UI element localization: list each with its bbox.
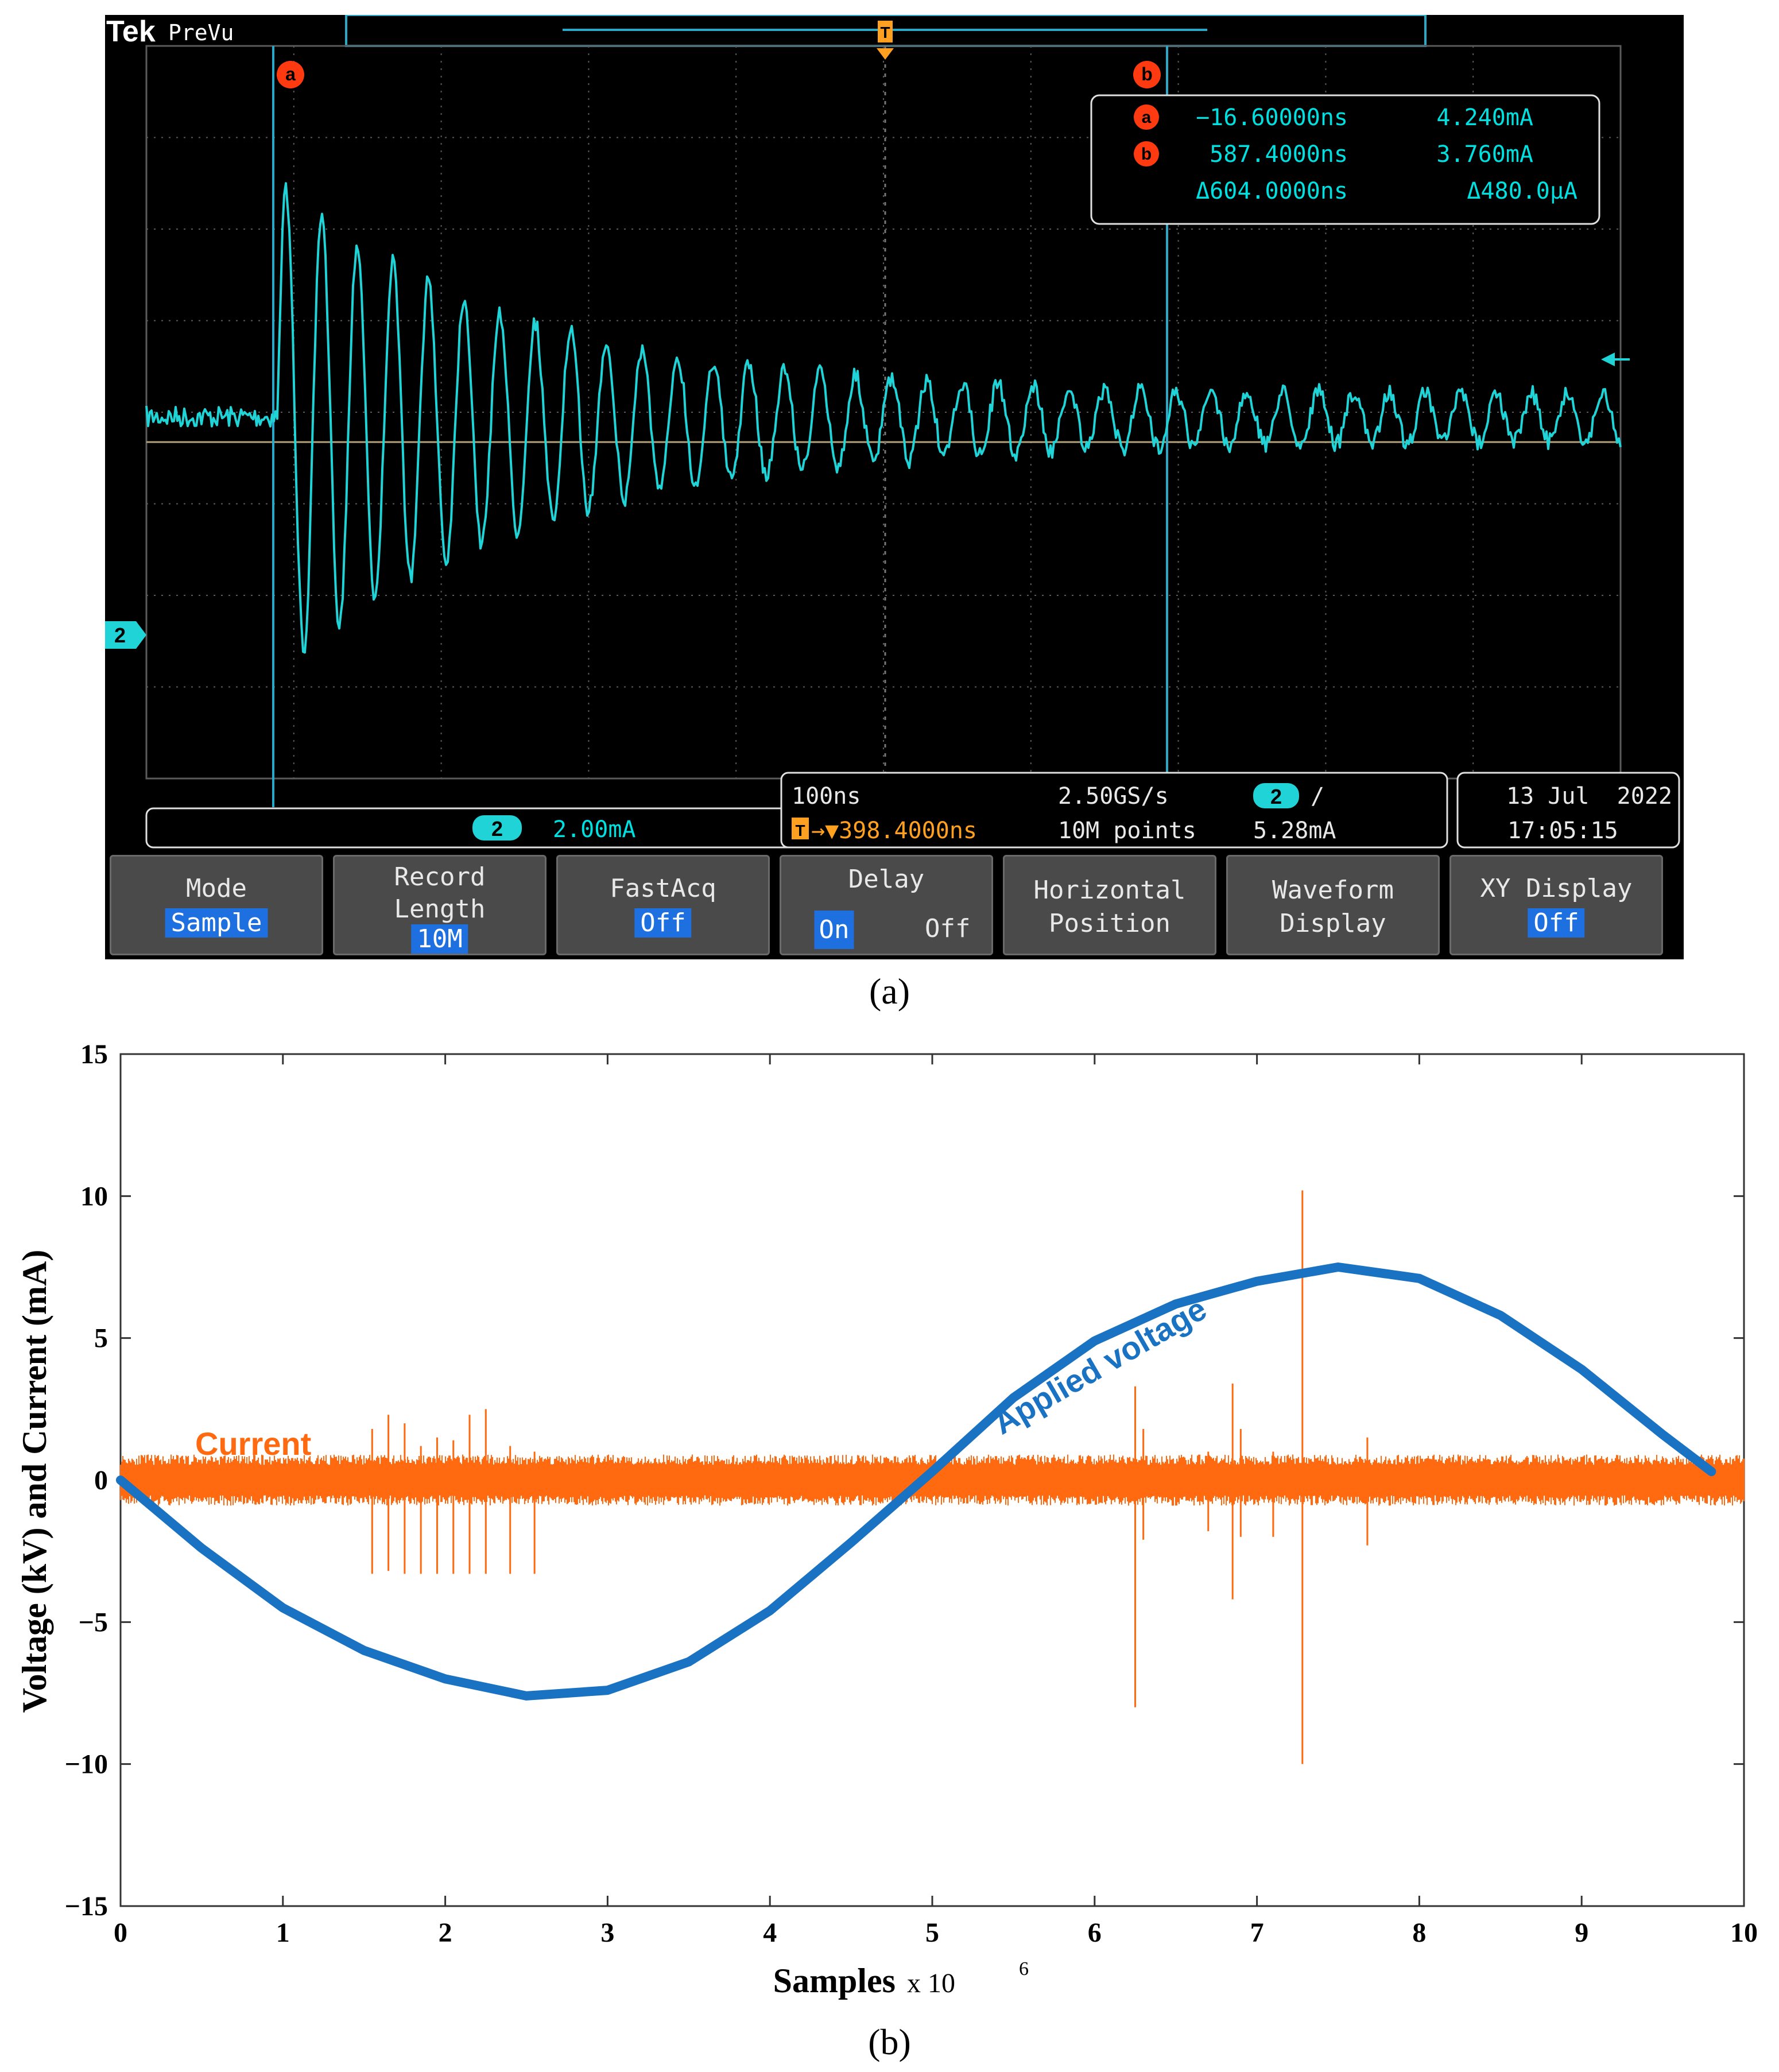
channel-scale-value: 2.00mA xyxy=(553,816,636,843)
caption-b: (b) xyxy=(868,2021,911,2062)
readout-b-time: 587.4000ns xyxy=(1210,141,1348,168)
x-axis-exponent: 6 xyxy=(1019,1958,1029,1980)
delay-off-value: Off xyxy=(925,914,971,943)
mode-label: PreVu xyxy=(168,20,234,45)
readout-delta-time: Δ604.0000ns xyxy=(1196,178,1348,204)
readout-a-marker-icon xyxy=(1134,104,1159,130)
date-time-box xyxy=(1456,772,1680,849)
x-tick-label: 10 xyxy=(1730,1918,1758,1948)
horizontal-position-label: Horizontal Position xyxy=(1033,876,1186,938)
waveform-display-label: Waveform Display xyxy=(1272,876,1394,938)
trigger-arrow-icon xyxy=(877,48,894,60)
readout-a-label: a xyxy=(1142,108,1152,127)
y-tick-label: −5 xyxy=(79,1607,108,1637)
x-tick-label: 1 xyxy=(276,1918,290,1948)
y-tick-label: −15 xyxy=(65,1891,108,1922)
x-tick-label: 3 xyxy=(600,1918,614,1948)
cursor-a-label: a xyxy=(285,64,296,84)
brand-logo: Tek xyxy=(106,15,156,48)
cursor-b-label: b xyxy=(1141,64,1153,84)
scope-display: T a b 2 Tek PreVu a b −16.60000ns 4.240m… xyxy=(105,15,1680,849)
readout-a-value: 4.240mA xyxy=(1436,104,1533,131)
waveform-trace xyxy=(145,182,1622,654)
delay-label: Delay xyxy=(848,865,925,894)
current-noise-band xyxy=(120,1454,1745,1506)
trigger-position-value: →▼398.4000ns xyxy=(811,818,977,844)
cursor-b-marker-icon xyxy=(1133,61,1161,88)
fastacq-button[interactable]: FastAcq Off xyxy=(556,855,770,955)
channel-2-marker-label: 2 xyxy=(114,623,126,647)
record-length-button[interactable]: Record Length 10M xyxy=(333,855,547,955)
channel-badge-icon xyxy=(472,815,522,841)
trigger-small-label: T xyxy=(795,822,805,839)
timebase-value: 100ns xyxy=(792,783,861,810)
y-tick-label: 5 xyxy=(94,1323,108,1354)
y-tick-label: 15 xyxy=(80,1039,108,1070)
date-value: 13 Jul 2022 xyxy=(1506,783,1672,810)
delay-on-value: On xyxy=(814,911,854,949)
y-tick-label: 0 xyxy=(94,1465,108,1496)
x-tick-label: 9 xyxy=(1575,1918,1588,1948)
current-series xyxy=(120,1190,1745,1764)
voltage-series-line xyxy=(116,1262,1716,1701)
cursor-a-marker-icon xyxy=(277,61,304,88)
trigger-position-small-icon xyxy=(792,818,809,839)
mode-button[interactable]: Mode Sample xyxy=(110,855,323,955)
readout-a-time: −16.60000ns xyxy=(1196,104,1348,131)
delay-button[interactable]: Delay On Off xyxy=(780,855,993,955)
xy-display-value: Off xyxy=(1528,908,1585,938)
readout-b-marker-icon xyxy=(1134,141,1159,166)
x-axis-label: Samples xyxy=(773,1962,896,2000)
record-length-value: 10M xyxy=(411,924,468,954)
trigger-level-value: 5.28mA xyxy=(1253,818,1336,844)
mode-button-value: Sample xyxy=(165,908,268,938)
horizontal-position-button[interactable]: Horizontal Position xyxy=(1003,855,1216,955)
fastacq-label: FastAcq xyxy=(610,874,716,903)
y-tick-label: 10 xyxy=(80,1181,108,1211)
readout-b-value: 3.760mA xyxy=(1436,141,1533,168)
channel-2-marker-icon xyxy=(105,621,146,649)
axis-ticks: 0 1 2 3 4 5 6 7 8 9 10 15 10 5 0 −5 −10 −15 xyxy=(65,1039,1758,1948)
readout-delta-value: Δ480.0μA xyxy=(1467,178,1578,204)
x-tick-label: 5 xyxy=(925,1918,939,1948)
x-tick-label: 2 xyxy=(439,1918,452,1948)
y-tick-label: −10 xyxy=(65,1749,108,1780)
trigger-marker-label: T xyxy=(880,24,890,41)
x-axis-multiplier: x 10 xyxy=(907,1968,955,1999)
y-axis-label: Voltage (kV) and Current (mA) xyxy=(15,1250,53,1713)
sample-rate-value: 2.50GS/s xyxy=(1058,783,1169,810)
caption-a: (a) xyxy=(869,971,910,1012)
current-series-label: Current xyxy=(195,1426,311,1462)
trigger-slope-icon: ∕ xyxy=(1311,783,1324,810)
trigger-position-icon xyxy=(878,21,893,42)
fastacq-value: Off xyxy=(634,908,692,938)
mode-button-label: Mode xyxy=(186,874,247,903)
xy-display-label: XY Display xyxy=(1480,874,1633,903)
xy-display-button[interactable]: XY Display Off xyxy=(1449,855,1663,955)
time-value: 17:05:15 xyxy=(1507,818,1618,844)
trigger-channel-label: 2 xyxy=(1270,785,1282,808)
trigger-channel-badge-icon xyxy=(1253,783,1299,808)
record-length-label: Record Length xyxy=(394,862,486,924)
x-tick-label: 0 xyxy=(114,1918,127,1948)
channel-badge-label: 2 xyxy=(491,817,503,841)
x-tick-label: 8 xyxy=(1412,1918,1426,1948)
waveform-display-button[interactable]: Waveform Display xyxy=(1226,855,1440,955)
trigger-level-arrow-icon xyxy=(1601,353,1615,366)
cursor-readout-box xyxy=(1090,94,1600,225)
x-tick-label: 6 xyxy=(1088,1918,1102,1948)
readout-b-label: b xyxy=(1141,145,1152,164)
x-tick-label: 4 xyxy=(763,1918,777,1948)
oscilloscope-screen: T a b 2 Tek PreVu a b −16.60000ns 4.240m… xyxy=(105,15,1684,959)
x-tick-label: 7 xyxy=(1250,1918,1264,1948)
record-points-value: 10M points xyxy=(1058,818,1196,844)
